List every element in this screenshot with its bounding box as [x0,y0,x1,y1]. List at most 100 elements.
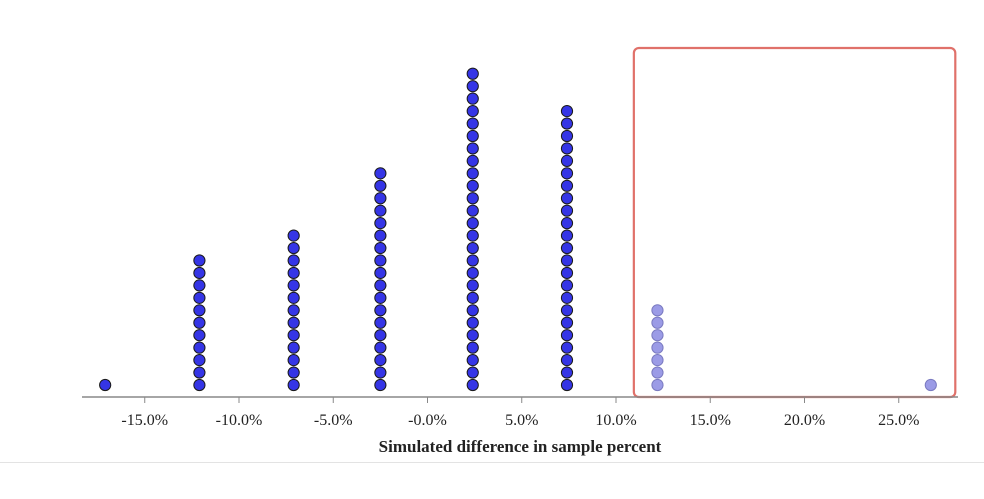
x-tick-label: 20.0% [784,412,825,429]
data-dot [466,129,479,143]
data-dot [193,254,206,267]
x-axis-label: Simulated difference in sample percent [379,437,662,456]
data-dot [374,279,387,292]
data-dot [466,229,479,242]
data-dot [287,304,300,317]
data-dot [466,341,479,354]
data-dot [374,378,387,392]
data-dot [560,366,574,379]
data-dot [374,329,387,342]
data-dot [651,329,664,342]
data-dot [560,142,574,155]
data-dot [374,217,387,230]
data-dot [374,304,387,317]
data-dot [651,341,664,354]
data-dot [374,179,387,192]
x-tick-label: 10.0% [595,412,636,429]
data-dot [287,279,300,292]
data-dot [924,378,937,392]
data-dot [466,254,479,267]
data-dot [651,316,664,329]
data-dot [560,129,574,143]
data-dot [560,217,574,230]
data-dot [466,378,479,392]
data-dot [651,378,664,392]
x-ticks: -15.0% -10.0% -5.0% -0.0% 5.0% 10.0% 15.0% 20.0… [121,397,919,429]
data-dot [651,354,664,367]
data-dot [193,378,206,392]
dots-layer [99,67,937,392]
data-dot [466,167,479,180]
data-dot [374,366,387,379]
data-dot [287,254,300,267]
data-dot [466,291,479,304]
data-dot [287,341,300,354]
x-tick-label: 25.0% [878,412,919,429]
data-dot [466,241,479,255]
data-dot [466,366,479,379]
data-dot [560,341,574,354]
data-dot [287,229,300,242]
data-dot [560,167,574,180]
data-dot [466,179,479,192]
data-dot [560,154,574,167]
data-dot [560,266,574,280]
data-dot [560,117,574,130]
data-dot [466,217,479,230]
data-dot [287,241,300,255]
tail-highlight-box [632,46,957,399]
x-tick-label: -15.0% [121,412,168,429]
data-dot [374,291,387,304]
data-dot [287,291,300,304]
data-dot [466,279,479,292]
data-dot [466,204,479,217]
data-dot [466,316,479,329]
data-dot [287,378,300,392]
data-dot [560,192,574,205]
data-dot [374,341,387,354]
data-dot [466,329,479,342]
data-dot [193,304,206,317]
data-dot [374,204,387,217]
data-dot [287,366,300,379]
data-dot [374,192,387,205]
data-dot [193,329,206,342]
data-dot [560,105,574,118]
data-dot [193,279,206,292]
data-dot [466,117,479,130]
data-dot [193,316,206,329]
data-dot [374,229,387,242]
bottom-divider [0,462,984,463]
data-dot [466,105,479,118]
data-dot [466,192,479,205]
data-dot [466,266,479,280]
data-dot [651,304,664,317]
data-dot [560,204,574,217]
x-tick-label: -0.0% [408,412,447,429]
data-dot [560,378,574,392]
data-dot [99,378,112,392]
data-dot [374,241,387,255]
data-dot [374,266,387,280]
data-dot [466,354,479,367]
data-dot [466,142,479,155]
x-tick-label: -10.0% [216,412,263,429]
data-dot [651,366,664,379]
data-dot [193,354,206,367]
data-dot [287,354,300,367]
data-dot [560,279,574,292]
data-dot [374,254,387,267]
data-dot [560,316,574,329]
data-dot [560,329,574,342]
data-dot [560,179,574,192]
data-dot [287,316,300,329]
highlight-layer [632,46,957,399]
data-dot [193,341,206,354]
data-dot [374,167,387,180]
data-dot [466,67,479,80]
data-dot [466,154,479,167]
data-dot [466,92,479,105]
data-dot [560,229,574,242]
